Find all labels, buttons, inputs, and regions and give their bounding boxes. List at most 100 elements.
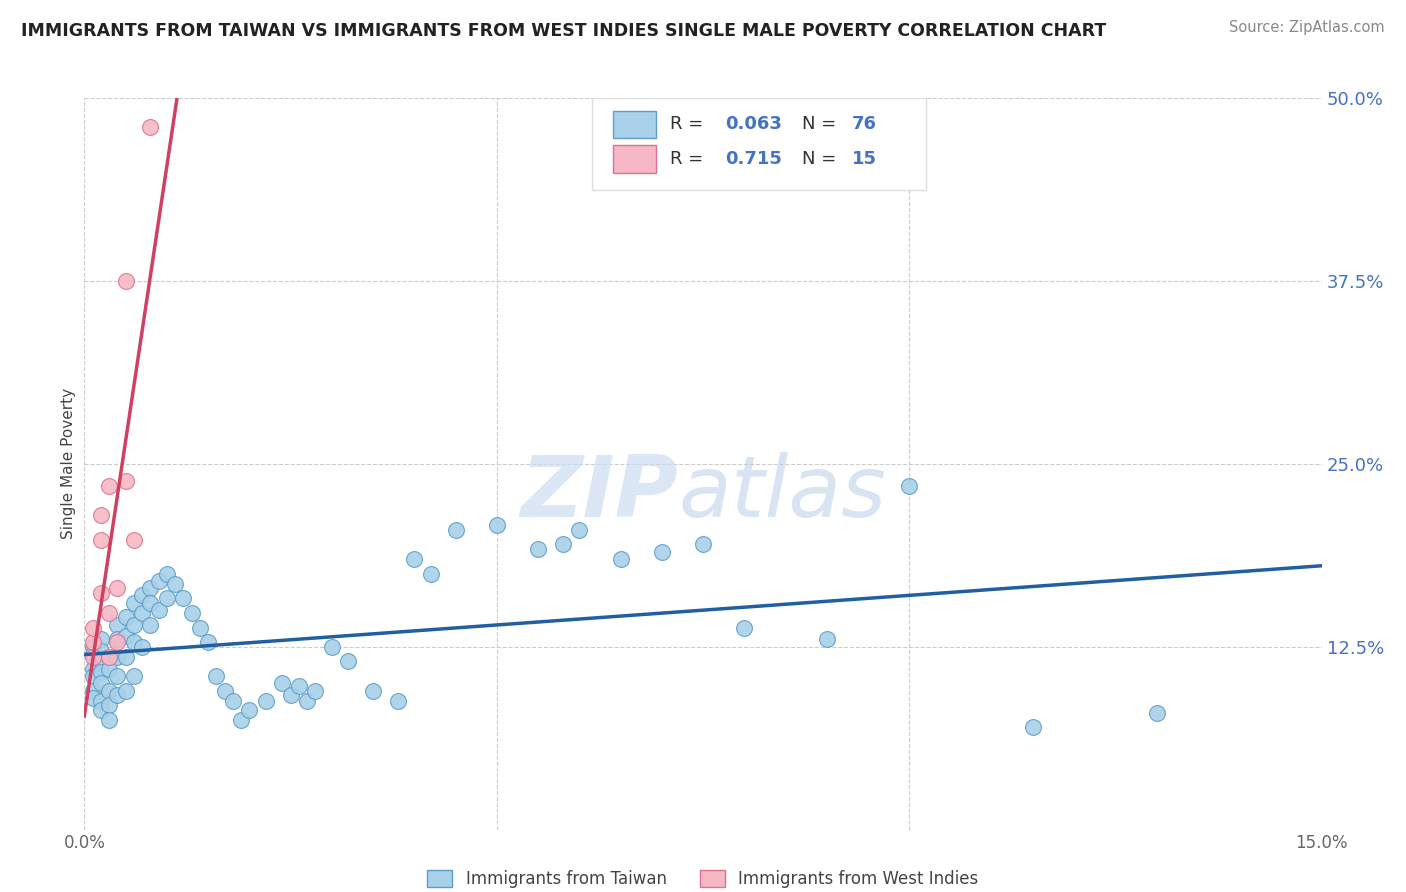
Point [82,635,104,649]
Text: IMMIGRANTS FROM TAIWAN VS IMMIGRANTS FROM WEST INDIES SINGLE MALE POVERTY CORREL: IMMIGRANTS FROM TAIWAN VS IMMIGRANTS FRO… [21,22,1107,40]
Text: ZIP: ZIP [520,451,678,534]
Point [214,683,236,698]
Point [1022,720,1045,734]
Point [98,662,121,676]
Point [82,662,104,676]
Point [815,632,838,647]
Point [122,617,145,632]
Point [90,654,112,668]
Point [148,574,170,588]
Point [321,640,343,654]
Point [651,544,673,558]
Point [156,566,179,581]
Point [387,694,409,708]
Point [98,698,121,713]
Point [82,647,104,661]
Point [114,683,136,698]
Point [105,649,128,664]
Point [139,581,162,595]
Point [82,640,104,654]
FancyBboxPatch shape [613,111,657,138]
Point [180,606,202,620]
Text: R =: R = [669,150,709,168]
Text: N =: N = [801,115,842,134]
Point [114,475,136,489]
Point [280,688,302,702]
Point [156,591,179,606]
Y-axis label: Single Male Poverty: Single Male Poverty [60,388,76,540]
Point [105,581,128,595]
Point [122,596,145,610]
Point [361,683,384,698]
Point [444,523,467,537]
Point [148,603,170,617]
Point [485,518,508,533]
Text: 15: 15 [852,150,876,168]
Point [105,669,128,683]
Text: atlas: atlas [678,451,886,534]
Point [98,649,121,664]
Point [82,621,104,635]
Text: N =: N = [801,150,842,168]
Point [90,644,112,658]
Point [82,683,104,698]
Point [90,694,112,708]
Point [90,632,112,647]
Point [197,635,219,649]
Point [122,533,145,547]
Point [131,606,153,620]
Point [114,630,136,644]
FancyBboxPatch shape [592,98,925,190]
Point [90,676,112,690]
Point [337,654,360,668]
Point [105,688,128,702]
Point [1146,706,1168,720]
Legend: Immigrants from Taiwan, Immigrants from West Indies: Immigrants from Taiwan, Immigrants from … [420,863,986,892]
Point [105,632,128,647]
Point [139,596,162,610]
Point [271,676,294,690]
Point [114,274,136,288]
Point [568,523,591,537]
Point [304,683,326,698]
Point [527,541,550,556]
Point [90,703,112,717]
Point [139,617,162,632]
Point [98,683,121,698]
Point [205,669,228,683]
Point [105,617,128,632]
Point [122,669,145,683]
Point [254,694,277,708]
Point [609,552,631,566]
Point [90,508,112,522]
Point [165,576,187,591]
Point [288,679,311,693]
Text: 0.715: 0.715 [725,150,782,168]
Point [98,713,121,727]
Point [238,703,260,717]
Point [898,479,921,493]
Point [188,621,211,635]
Point [98,649,121,664]
Point [105,635,128,649]
Point [131,640,153,654]
Point [692,537,714,551]
Point [733,621,755,635]
Point [90,665,112,679]
Point [295,694,318,708]
Point [98,479,121,493]
FancyBboxPatch shape [613,145,657,173]
Point [131,589,153,603]
Point [122,635,145,649]
Point [114,610,136,624]
Point [90,585,112,599]
Text: 0.063: 0.063 [725,115,782,134]
Text: Source: ZipAtlas.com: Source: ZipAtlas.com [1229,20,1385,35]
Point [82,669,104,683]
Point [139,120,162,135]
Point [114,649,136,664]
Point [172,591,194,606]
Point [222,694,245,708]
Point [82,649,104,664]
Point [551,537,574,551]
